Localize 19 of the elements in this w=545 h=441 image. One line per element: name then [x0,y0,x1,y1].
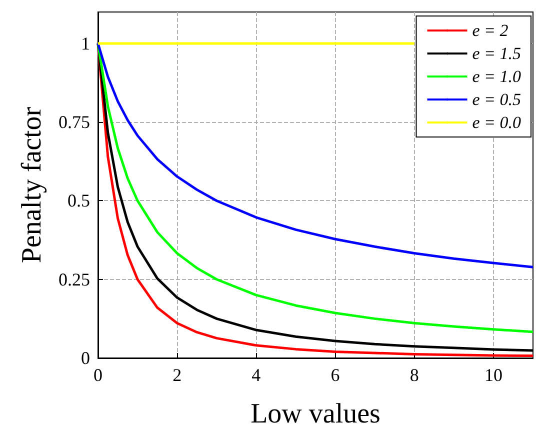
x-tick-label: 6 [330,365,340,385]
y-tick-label: 0.25 [58,269,90,290]
x-tick-label: 2 [172,365,182,385]
y-tick-label: 0.75 [58,112,90,132]
y-axis-title: Penalty factor [16,106,48,264]
legend-label: e = 0.0 [472,113,522,132]
legend-label: e = 2 [472,21,509,40]
y-tick-label: 0.5 [68,190,90,211]
x-tick-label: 8 [410,365,419,385]
x-tick-label: 0 [94,365,102,385]
x-axis-title: Low values [250,398,380,430]
legend-label: e = 1.0 [472,67,522,86]
x-tick-label: 4 [252,365,261,385]
x-tick-label: 10 [484,365,502,385]
line-series [96,42,534,268]
legend-label: e = 0.5 [472,90,522,109]
y-tick-label: 0 [81,348,90,368]
y-tick-label: 1 [81,33,90,54]
legend-label: e = 1.5 [472,44,522,63]
